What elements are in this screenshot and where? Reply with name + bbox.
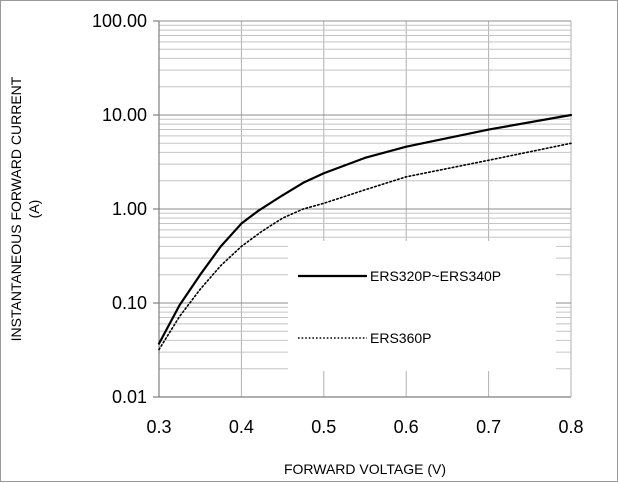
y-tick-label: 100.00	[92, 11, 147, 31]
y-axis-title-line2: (A)	[26, 200, 42, 219]
legend-label-ers320p-ers340p: ERS320P~ERS340P	[370, 268, 501, 284]
y-tick-label: 1.00	[112, 199, 147, 219]
axes	[153, 20, 571, 398]
x-tick-label: 0.4	[229, 417, 254, 437]
legend-box	[288, 241, 556, 371]
x-tick-label: 0.7	[476, 417, 501, 437]
tick-labels: 0.01 0.10 1.00 10.00 100.00 0.3 0.4 0.5 0.6 0.7 0.…	[92, 11, 584, 437]
legend-label-ers360p: ERS360P	[370, 330, 431, 346]
x-tick-label: 0.8	[558, 417, 583, 437]
y-tick-label: 0.10	[112, 293, 147, 313]
x-tick-label: 0.3	[146, 417, 171, 437]
x-tick-label: 0.6	[394, 417, 419, 437]
x-tick-label: 0.5	[311, 417, 336, 437]
series-lines	[157, 113, 573, 351]
series-line-ers320p-ers340p	[157, 113, 573, 345]
legend: ERS320P~ERS340P ERS360P	[288, 241, 556, 371]
y-axis-title-line1: INSTANTANEOUS FORWARD CURRENT	[8, 76, 24, 341]
x-axis-title: FORWARD VOLTAGE (V)	[284, 461, 446, 477]
y-tick-label: 10.00	[102, 105, 147, 125]
y-tick-label: 0.01	[112, 387, 147, 407]
series-line-ers360p	[158, 142, 572, 351]
